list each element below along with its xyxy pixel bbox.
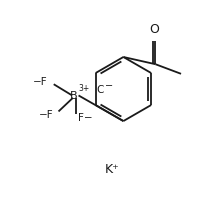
Text: B: B xyxy=(70,91,77,101)
Text: 3+: 3+ xyxy=(78,84,89,93)
Text: K⁺: K⁺ xyxy=(105,163,120,176)
Text: O: O xyxy=(149,23,159,36)
Text: F−: F− xyxy=(78,113,92,123)
Text: −F: −F xyxy=(33,77,47,87)
Text: −F: −F xyxy=(39,110,54,120)
Text: C: C xyxy=(96,85,103,95)
Text: −: − xyxy=(105,81,113,91)
